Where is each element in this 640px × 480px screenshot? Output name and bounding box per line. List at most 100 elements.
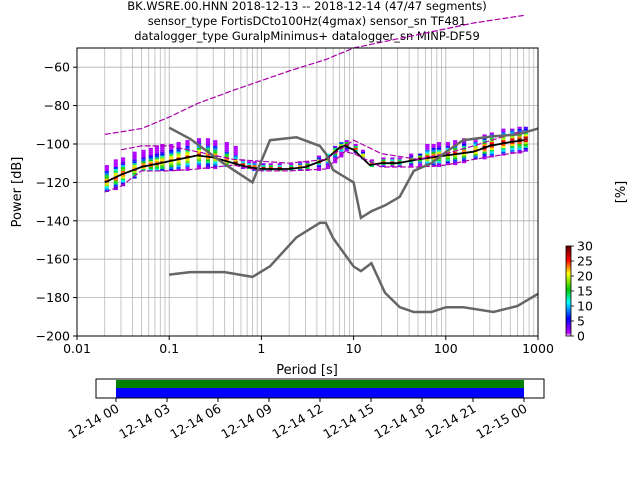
colorbar-segment xyxy=(566,308,571,310)
ppsd-cell xyxy=(360,155,366,158)
colorbar-segment xyxy=(566,269,571,271)
ppsd-cell xyxy=(185,153,190,156)
colorbar-segment xyxy=(566,278,571,280)
ppsd-cell xyxy=(316,157,322,160)
ppsd-cell xyxy=(431,151,436,154)
ppsd-cell xyxy=(113,180,118,183)
colorbar-segment xyxy=(566,265,571,267)
ppsd-cell xyxy=(154,147,160,150)
colorbar-segment xyxy=(566,260,571,262)
colorbar-segment xyxy=(566,291,571,293)
ppsd-cell xyxy=(196,147,202,150)
ppsd-cell xyxy=(196,142,202,144)
ppsd-cell xyxy=(113,172,118,175)
colorbar-segment xyxy=(566,311,571,313)
ppsd-cell xyxy=(160,159,165,162)
colorbar-segment xyxy=(566,249,571,251)
ppsd-cell xyxy=(409,155,414,158)
ppsd-cell xyxy=(113,165,118,168)
ppsd-cell xyxy=(325,167,330,169)
ppsd-cell xyxy=(482,157,487,160)
ppsd-cell xyxy=(453,151,458,154)
ppsd-cell xyxy=(113,170,118,173)
ppsd-cell xyxy=(224,161,229,164)
ppsd-cell xyxy=(277,163,282,166)
ppsd-cell xyxy=(453,155,458,158)
ppsd-cell xyxy=(369,165,374,168)
colorbar-segment xyxy=(566,282,571,284)
colorbar-segment xyxy=(566,296,571,298)
ppsd-cell xyxy=(325,153,330,156)
ppsd-cell xyxy=(113,174,118,177)
ppsd-cell xyxy=(224,151,229,154)
ppsd-cell xyxy=(213,145,218,148)
ppsd-cell xyxy=(436,142,442,144)
ppsd-cell xyxy=(160,155,165,158)
ppsd-cell xyxy=(501,151,506,154)
ppsd-cell xyxy=(431,163,436,166)
ppsd-cell xyxy=(141,153,146,156)
colorbar-segment xyxy=(566,324,571,326)
curve-95th-percentile-envelope xyxy=(120,130,524,164)
ppsd-cell xyxy=(141,159,146,162)
ppsd-cell xyxy=(425,149,430,152)
ppsd-cell xyxy=(489,153,494,156)
colorbar-segment xyxy=(566,312,571,314)
colorbar-segment xyxy=(566,288,571,290)
colorbar-segment xyxy=(566,306,571,308)
ppsd-cell xyxy=(224,155,229,158)
ppsd-cell xyxy=(289,163,294,166)
ppsd-cell xyxy=(523,145,528,148)
ppsd-cell xyxy=(510,132,515,135)
ppsd-axes: 0.01 0.1 1 10 100 1000 −200 −180 −160 −140 −120 −1… xyxy=(10,14,554,378)
ppsd-cell xyxy=(436,159,442,162)
ppsd-cell xyxy=(409,163,414,166)
ppsd-cell xyxy=(196,140,202,143)
ppsd-cell xyxy=(381,165,386,168)
ppsd-cell xyxy=(453,142,458,144)
ppsd-cell xyxy=(113,163,118,166)
ppsd-cell xyxy=(176,149,181,152)
ppsd-cell xyxy=(196,161,202,164)
ppsd-cell xyxy=(196,138,202,141)
ppsd-cell xyxy=(113,159,118,162)
ppsd-cell xyxy=(418,163,423,166)
colorbar-segment xyxy=(566,313,571,315)
ppsd-cell xyxy=(120,165,126,168)
ppsd-cell xyxy=(224,153,229,156)
ppsd-cell xyxy=(482,153,487,156)
ppsd-cell xyxy=(418,165,423,168)
curve-median xyxy=(104,139,524,184)
ppsd-cell xyxy=(196,153,202,156)
ppsd-cell xyxy=(176,168,181,171)
ppsd-cell xyxy=(489,151,494,154)
ppsd-cell xyxy=(261,168,266,171)
ppsd-cell xyxy=(397,157,402,160)
ppsd-cell xyxy=(397,165,402,168)
ppsd-cell xyxy=(523,134,528,137)
colorbar-segment xyxy=(566,320,571,322)
ppsd-cell xyxy=(489,147,494,150)
colorbar-segment xyxy=(566,253,571,255)
ppsd-cell xyxy=(120,157,126,160)
ppsd-cell xyxy=(325,163,330,166)
ppsd-cell xyxy=(213,167,218,169)
ppsd-cell xyxy=(141,157,146,160)
ppsd-cell xyxy=(176,145,181,148)
colorbar-segment xyxy=(566,323,571,325)
ppsd-cell xyxy=(132,167,137,169)
ppsd-cell xyxy=(390,157,395,160)
ppsd-cell xyxy=(445,157,450,160)
ppsd-cell xyxy=(445,161,450,164)
ppsd-cell xyxy=(213,165,218,168)
ppsd-cell xyxy=(185,155,190,158)
ppsd-cell xyxy=(333,147,338,150)
ppsd-cell xyxy=(277,167,282,169)
ppsd-cell xyxy=(113,178,118,181)
ppsd-cell xyxy=(462,144,467,146)
ppsd-cell xyxy=(445,147,450,150)
ppsd-cell xyxy=(120,182,126,185)
ppsd-cell xyxy=(154,159,160,162)
coverage-tick-label: 12-14 06 xyxy=(167,401,223,442)
colorbar-tick-label: 0 xyxy=(577,329,585,344)
